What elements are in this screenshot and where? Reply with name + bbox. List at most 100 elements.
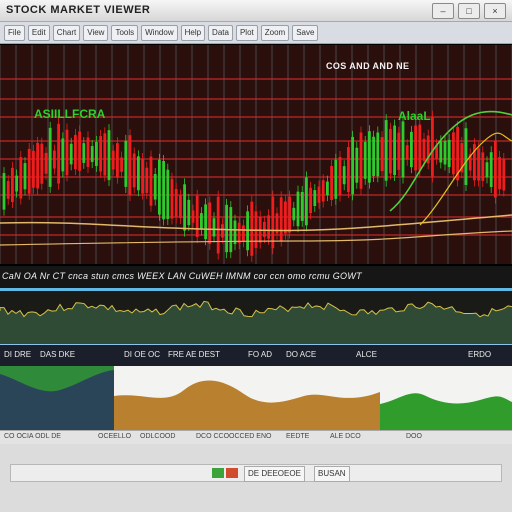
toolbar-zoom[interactable]: Zoom — [260, 24, 290, 41]
candle-body — [464, 128, 468, 185]
candle-body — [246, 211, 249, 251]
candle-body — [53, 150, 56, 169]
candle-body — [174, 188, 178, 218]
candle-body — [426, 135, 430, 164]
toolbar-window[interactable]: Window — [141, 24, 178, 41]
oscillator-area — [0, 301, 512, 344]
candle-body — [2, 173, 6, 210]
orange-pane[interactable] — [114, 366, 380, 430]
candle-body — [19, 157, 23, 199]
candle-body — [242, 225, 245, 242]
pane-header-label: ERDO — [468, 350, 492, 359]
maximize-button[interactable]: □ — [458, 3, 480, 19]
stats-text: CaN OA Nr CT cnca stun cmcs WEEX LAN CuW… — [2, 271, 362, 281]
candle-body — [481, 152, 485, 181]
candle-body — [279, 197, 283, 241]
candle-body — [296, 191, 300, 227]
candle-body — [137, 156, 140, 191]
series-label-right: AlaaL — [398, 109, 431, 123]
candle-body — [237, 222, 241, 244]
candle-body — [65, 129, 69, 176]
candle-body — [162, 160, 165, 220]
candle-body — [443, 140, 447, 165]
toolbar-data[interactable]: Data — [208, 24, 233, 41]
bottom-tab[interactable]: BUSAN — [314, 466, 350, 482]
candle-body — [208, 202, 212, 244]
candle-body — [204, 204, 207, 240]
toolbar-view[interactable]: View — [83, 24, 109, 41]
toolbar-chart[interactable]: Chart — [52, 24, 81, 41]
candle-body — [40, 143, 44, 184]
candle-body — [414, 125, 417, 171]
dark-blue-pane[interactable] — [0, 366, 114, 430]
candle-body — [368, 131, 371, 183]
candle-body — [489, 152, 493, 188]
candle-body — [473, 144, 476, 181]
pane-header-label: DI OE OC — [124, 350, 161, 359]
candle-body — [124, 140, 128, 187]
green-pane[interactable] — [380, 366, 512, 430]
candle-body — [317, 186, 321, 203]
candle-body — [477, 148, 480, 181]
candle-body — [179, 195, 182, 219]
lower-panes — [0, 366, 512, 430]
main-price-chart[interactable]: COS AND AND NE ASIILLFCRA AlaaL — [0, 44, 512, 266]
status-label: EEDTE — [286, 433, 310, 440]
candle-body — [334, 159, 338, 199]
status-label: ODLCOOD — [140, 433, 176, 440]
minimize-button[interactable]: – — [432, 3, 454, 19]
pane-header-label: DI DRE — [4, 350, 32, 359]
candle-body — [309, 187, 312, 214]
toolbar-edit[interactable]: Edit — [27, 24, 50, 41]
toolbar-help[interactable]: Help — [180, 24, 206, 41]
candle-body — [422, 138, 426, 161]
candle-body — [69, 143, 73, 165]
oscillator-line — [0, 300, 512, 318]
series-label-left: ASIILLFCRA — [34, 107, 106, 121]
candle-body — [431, 116, 434, 177]
candle-body — [326, 181, 329, 196]
candle-body — [376, 132, 380, 177]
toolbar-file[interactable]: File — [4, 24, 25, 41]
candle-body — [271, 196, 275, 249]
candle-body — [313, 190, 317, 206]
candle-body — [275, 213, 279, 234]
candle-body — [372, 136, 375, 177]
candle-body — [225, 204, 228, 253]
pane-header-label: FRE AE DEST — [168, 350, 221, 359]
candle-body — [380, 137, 384, 172]
red-swatch-icon — [226, 468, 238, 478]
toolbar-save[interactable]: Save — [292, 24, 319, 41]
candle-body — [48, 127, 52, 187]
candle-body — [393, 125, 396, 176]
toolbar-plot[interactable]: Plot — [235, 24, 258, 41]
candle-body — [502, 158, 506, 191]
pane-chart — [380, 366, 512, 430]
bottom-panel: DE DEEOEOE BUSAN — [0, 444, 512, 512]
oscillator-pane[interactable] — [0, 288, 512, 344]
candle-body — [221, 224, 224, 238]
candle-body — [11, 167, 14, 203]
pane-header-label: DAS DKE — [40, 350, 76, 359]
candle-body — [153, 174, 157, 200]
candle-body — [267, 215, 270, 239]
candle-body — [250, 201, 254, 256]
candle-body — [233, 220, 237, 245]
close-button[interactable]: × — [484, 3, 506, 19]
candle-body — [401, 121, 405, 178]
candle-body — [78, 131, 81, 171]
toolbar: File Edit Chart View Tools Window Help D… — [0, 22, 512, 44]
toolbar-tools[interactable]: Tools — [111, 24, 139, 41]
candle-body — [447, 139, 451, 168]
candle-body — [187, 199, 191, 226]
candle-body — [359, 132, 363, 189]
status-label: OCEELLO — [98, 433, 132, 440]
candle-body — [195, 195, 199, 238]
status-row: CO OCIA ODL DE OCEELLO ODLCOOD DCO CCOOC… — [0, 430, 512, 444]
candle-body — [338, 156, 342, 196]
title-bar: STOCK MARKET VIEWER – □ × — [0, 0, 512, 22]
candle-body — [6, 181, 10, 199]
bottom-tab[interactable]: DE DEEOEOE — [244, 466, 305, 482]
candle-body — [120, 157, 123, 172]
